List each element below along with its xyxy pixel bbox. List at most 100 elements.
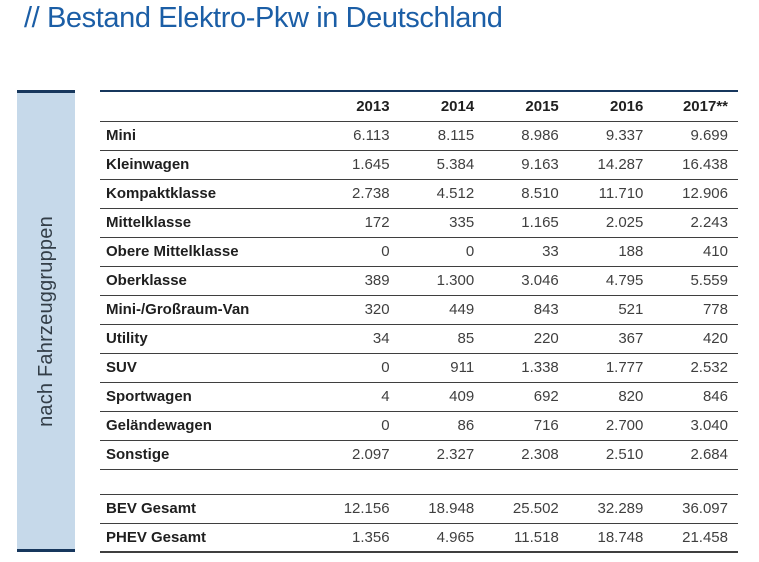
- cell-value: 0: [381, 359, 390, 376]
- cell-value: 9.337: [605, 127, 644, 144]
- cell-value: 12.156: [343, 500, 390, 517]
- cell-value: 1.356: [352, 528, 390, 546]
- cell-value: 4: [381, 388, 390, 405]
- cell-value: 778: [702, 301, 728, 318]
- cell-value: 389: [364, 272, 390, 289]
- cell-value: 409: [449, 388, 475, 405]
- cell-value: 5.384: [436, 156, 475, 173]
- cell-value: 32.289: [597, 500, 644, 517]
- column-header-year: 2013: [356, 97, 390, 115]
- cell-value: 320: [364, 301, 390, 318]
- cell-value: 0: [381, 417, 390, 434]
- cell-value: 36.097: [682, 500, 728, 517]
- cell-value: 34: [372, 330, 390, 347]
- cell-value: 33: [542, 243, 559, 260]
- cell-value: 335: [449, 214, 475, 231]
- cell-value: 449: [449, 301, 475, 318]
- row-label: Kompaktklasse: [106, 185, 217, 202]
- cell-value: 846: [702, 388, 728, 405]
- sidebar-label: nach Fahrzeuggruppen: [34, 215, 57, 427]
- cell-value: 2.700: [605, 417, 644, 434]
- cell-value: 911: [450, 359, 475, 376]
- row-label: Mini-/Großraum-Van: [106, 301, 250, 318]
- cell-value: 5.559: [690, 272, 728, 289]
- cell-value: 2.738: [352, 185, 390, 202]
- column-header-empty: [100, 91, 315, 121]
- table-row: Obere Mittelklasse 0 0 33 188 410: [100, 237, 738, 266]
- spacer-row: [100, 469, 738, 494]
- cell-value: 85: [457, 330, 475, 347]
- cell-value: 2.025: [605, 214, 644, 231]
- row-label: Geländewagen: [106, 417, 212, 434]
- cell-value: 188: [618, 243, 644, 260]
- cell-value: 8.986: [521, 127, 559, 144]
- table-row: Mini 6.113 8.115 8.986 9.337 9.699: [100, 121, 738, 150]
- cell-value: 4.512: [436, 185, 475, 202]
- column-header-year: 2015: [525, 97, 559, 115]
- column-header-year: 2014: [440, 97, 475, 115]
- cell-value: 820: [618, 388, 644, 405]
- cell-value: 0: [465, 243, 475, 260]
- cell-value: 18.748: [597, 528, 644, 546]
- table-row: Sportwagen 4 409 692 820 846: [100, 382, 738, 411]
- table-row: Sonstige 2.097 2.327 2.308 2.510 2.684: [100, 440, 738, 469]
- cell-value: 12.906: [682, 185, 728, 202]
- row-label: Sportwagen: [106, 388, 192, 405]
- cell-value: 4.795: [605, 272, 644, 289]
- cell-value: 8.510: [521, 185, 559, 202]
- row-label: Mittelklasse: [106, 214, 192, 231]
- column-header-year: 2017**: [682, 97, 728, 115]
- cell-value: 716: [533, 417, 559, 434]
- group-sidebar: nach Fahrzeuggruppen: [17, 90, 75, 552]
- cell-value: 1.777: [605, 359, 644, 376]
- row-label: Sonstige: [106, 446, 170, 463]
- data-table: 2013 2014 2015 2016 2017** Mini 6.113 8.115 8.9…: [100, 90, 738, 553]
- row-label: SUV: [106, 359, 137, 376]
- cell-value: 8.115: [437, 127, 475, 144]
- cell-value: 1.338: [521, 359, 559, 376]
- page-title: // Bestand Elektro-Pkw in Deutschland: [24, 2, 503, 34]
- cell-value: 9.163: [521, 156, 559, 173]
- table-row: Kleinwagen 1.645 5.384 9.163 14.287 16.438: [100, 150, 738, 179]
- summary-row: PHEV Gesamt 1.356 4.965 11.518 18.748 21.458: [100, 523, 738, 552]
- cell-value: 2.684: [690, 446, 728, 463]
- cell-value: 410: [702, 243, 728, 260]
- cell-value: 843: [533, 301, 559, 318]
- cell-value: 0: [381, 243, 390, 260]
- cell-value: 2.308: [521, 446, 559, 463]
- cell-value: 18.948: [428, 500, 475, 517]
- cell-value: 2.097: [352, 446, 390, 463]
- row-label: Obere Mittelklasse: [106, 243, 239, 260]
- cell-value: 220: [533, 330, 559, 347]
- table-row: Mittelklasse 172 335 1.165 2.025 2.243: [100, 208, 738, 237]
- row-label: BEV Gesamt: [106, 500, 197, 517]
- table-row: SUV 0 911 1.338 1.777 2.532: [100, 353, 738, 382]
- data-table-wrap: 2013 2014 2015 2016 2017** Mini 6.113 8.115 8.9…: [100, 90, 738, 553]
- cell-value: 1.645: [352, 156, 390, 173]
- cell-value: 3.040: [690, 417, 728, 434]
- cell-value: 420: [702, 330, 728, 347]
- cell-value: 2.532: [690, 359, 728, 376]
- cell-value: 2.243: [690, 214, 728, 231]
- table-row: Kompaktklasse 2.738 4.512 8.510 11.710 12.906: [100, 179, 738, 208]
- cell-value: 1.165: [521, 214, 559, 231]
- cell-value: 11.710: [598, 185, 644, 202]
- cell-value: 4.965: [436, 528, 475, 546]
- cell-value: 692: [533, 388, 559, 405]
- cell-value: 2.510: [605, 446, 644, 463]
- cell-value: 6.113: [353, 127, 390, 144]
- cell-value: 2.327: [436, 446, 475, 463]
- row-label: Kleinwagen: [106, 156, 190, 173]
- summary-row: BEV Gesamt 12.156 18.948 25.502 32.289 36.097: [100, 494, 738, 523]
- table-body: Mini 6.113 8.115 8.986 9.337 9.699 Kleinwagen 1…: [100, 121, 738, 552]
- cell-value: 11.518: [514, 528, 559, 546]
- cell-value: 14.287: [597, 156, 644, 173]
- table-row: Oberklasse 389 1.300 3.046 4.795 5.559: [100, 266, 738, 295]
- cell-value: 1.300: [436, 272, 475, 289]
- cell-value: 172: [364, 214, 390, 231]
- cell-value: 521: [618, 301, 644, 318]
- cell-value: 86: [457, 417, 475, 434]
- cell-value: 9.699: [690, 127, 728, 144]
- row-label: Utility: [106, 330, 148, 347]
- row-label: PHEV Gesamt: [106, 528, 207, 546]
